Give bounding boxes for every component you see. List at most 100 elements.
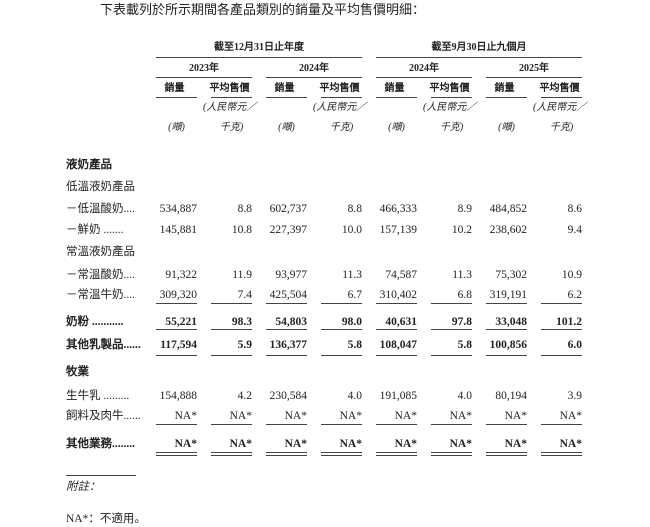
underline — [486, 355, 527, 356]
cell-value: 157,139 — [379, 224, 417, 236]
cell-value: 5.9 — [237, 339, 252, 351]
cell-value: 4.2 — [237, 390, 252, 402]
cell-value: 227,397 — [269, 224, 307, 236]
cell-value: 8.6 — [567, 203, 582, 215]
underline — [156, 355, 197, 356]
underline — [486, 303, 527, 304]
underline — [321, 303, 362, 304]
cell-value: 310,402 — [379, 289, 417, 301]
underline — [541, 303, 582, 304]
divider — [376, 57, 582, 58]
row-label: 生牛乳 ......... — [66, 390, 130, 402]
underline — [211, 355, 252, 356]
cell-value: 75,302 — [495, 269, 527, 281]
cell-value: 74,587 — [385, 269, 417, 281]
cell-value: 6.2 — [567, 289, 582, 301]
cell-value: 33,048 — [495, 316, 527, 328]
underline — [376, 355, 417, 356]
cell-value: 191,085 — [379, 390, 417, 402]
avg-price-header: 平均售價 — [539, 83, 580, 94]
cell-value: NA* — [504, 438, 527, 450]
notes-heading: 附註： — [66, 481, 101, 493]
na-note: NA*：不適用。 — [66, 513, 146, 525]
cell-value: 4.0 — [347, 390, 362, 402]
cell-value: 10.0 — [341, 224, 362, 236]
double-underline — [156, 452, 197, 456]
year-header: 2024年 — [299, 63, 329, 74]
underline — [321, 355, 362, 356]
double-underline — [541, 452, 582, 456]
underline — [541, 329, 582, 330]
cell-value: 238,602 — [489, 224, 527, 236]
underline — [211, 303, 252, 304]
cell-value: 11.3 — [452, 269, 472, 281]
row-label: 奶粉 ........... — [66, 316, 124, 328]
cell-value: 3.9 — [567, 390, 582, 402]
cell-value: 5.8 — [347, 339, 362, 351]
price-unit: 千克) — [329, 122, 354, 133]
cell-value: NA* — [174, 438, 197, 450]
avg-price-header: 平均售價 — [429, 83, 470, 94]
cell-value: 55,221 — [165, 316, 197, 328]
cell-value: 11.3 — [342, 269, 362, 281]
cell-value: 145,881 — [159, 224, 197, 236]
cell-value: 5.8 — [457, 339, 472, 351]
cell-value: NA* — [559, 438, 582, 450]
price-unit: (人民幣元／ — [203, 102, 257, 113]
underline — [376, 329, 417, 330]
underline — [211, 329, 252, 330]
cell-value: NA* — [229, 410, 252, 422]
cell-value: 97.8 — [451, 316, 472, 328]
underline — [321, 329, 362, 330]
price-unit: 千克) — [439, 122, 464, 133]
cell-value: NA* — [504, 410, 527, 422]
divider — [156, 57, 362, 58]
double-underline — [486, 452, 527, 456]
double-underline — [211, 452, 252, 456]
cell-value: 9.4 — [567, 224, 582, 236]
cell-value: NA* — [174, 410, 197, 422]
cell-value: 108,047 — [379, 339, 417, 351]
divider — [541, 97, 582, 98]
divider — [266, 77, 362, 78]
divider — [156, 97, 197, 98]
cell-value: NA* — [284, 410, 307, 422]
double-underline — [321, 452, 362, 456]
cell-value: NA* — [339, 410, 362, 422]
underline — [266, 329, 307, 330]
avg-price-header: 平均售價 — [209, 83, 250, 94]
price-unit: (人民幣元／ — [313, 102, 367, 113]
footnote-divider — [66, 475, 136, 476]
volume-unit: (噸) — [498, 122, 515, 133]
cell-value: 98.3 — [231, 316, 252, 328]
divider — [431, 97, 472, 98]
cell-value: NA* — [229, 438, 252, 450]
volume-header: 銷量 — [494, 83, 515, 94]
divider — [376, 97, 417, 98]
underline — [211, 424, 252, 425]
underline — [156, 303, 197, 304]
underline — [321, 424, 362, 425]
row-label: 牧業 — [66, 366, 89, 378]
underline — [156, 424, 197, 425]
divider — [376, 77, 472, 78]
cell-value: 7.4 — [237, 289, 252, 301]
underline — [431, 424, 472, 425]
double-underline — [376, 452, 417, 456]
cell-value: NA* — [394, 438, 417, 450]
cell-value: 534,887 — [159, 203, 197, 215]
cell-value: 4.0 — [457, 390, 472, 402]
underline — [431, 355, 472, 356]
cell-value: 40,631 — [385, 316, 417, 328]
volume-header: 銷量 — [164, 83, 185, 94]
cell-value: 93,977 — [275, 269, 307, 281]
divider — [486, 77, 582, 78]
cell-value: 80,194 — [495, 390, 527, 402]
cell-value: 100,856 — [489, 339, 527, 351]
intro-text: 下表載列於所示期間各產品類別的銷量及平均售價明細： — [100, 2, 426, 17]
cell-value: 6.0 — [567, 339, 582, 351]
year-header: 2025年 — [519, 63, 549, 74]
period-annual-header: 截至12月31日止年度 — [214, 42, 304, 53]
underline — [156, 329, 197, 330]
